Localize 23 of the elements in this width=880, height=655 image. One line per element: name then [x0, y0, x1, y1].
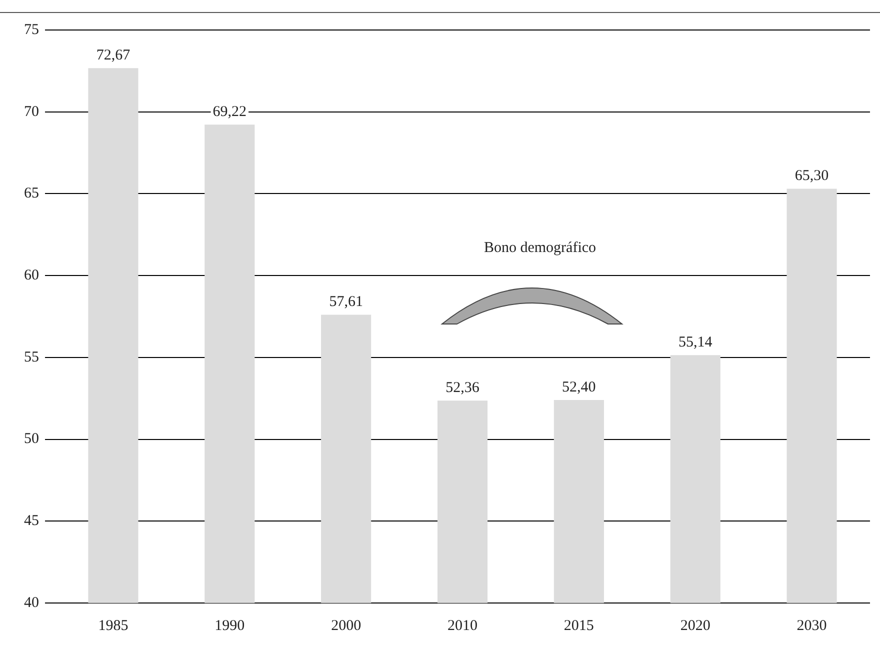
y-tick-label: 45 — [24, 513, 39, 530]
data-label: 72,67 — [96, 48, 131, 64]
x-tick-label: 2015 — [564, 618, 594, 634]
y-tick-label: 60 — [24, 268, 39, 284]
y-tick-label: 70 — [24, 104, 39, 120]
y-tick-label: 50 — [24, 431, 39, 448]
data-label: 52,36 — [446, 380, 480, 396]
y-tick-label: 65 — [24, 186, 39, 202]
y-tick-label: 75 — [24, 22, 39, 38]
data-label: 55,14 — [678, 334, 713, 351]
data-label: 65,30 — [794, 168, 829, 184]
x-tick-label: 2030 — [796, 618, 827, 634]
data-label: 57,61 — [329, 294, 363, 310]
x-tick-label: 2010 — [448, 618, 478, 634]
x-tick-label: 2020 — [680, 618, 710, 634]
y-tick-label: 40 — [24, 594, 39, 611]
x-tick-label: 1990 — [214, 618, 245, 634]
x-tick-label: 1985 — [98, 618, 128, 634]
annotation: Bono demográfico — [482, 240, 598, 257]
data-label: 52,40 — [562, 379, 596, 396]
x-tick-label: 2000 — [331, 618, 362, 634]
y-tick-label: 55 — [24, 349, 39, 366]
data-label: 69,22 — [212, 104, 247, 120]
